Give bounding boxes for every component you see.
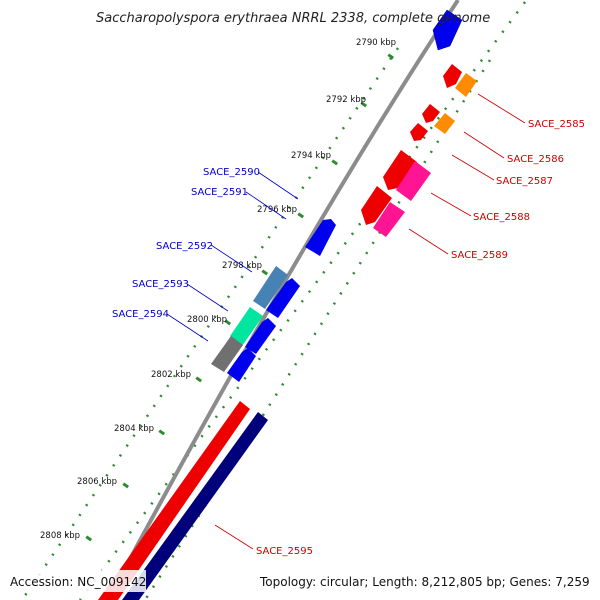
kbp-label-2806: 2806 kbp [77, 477, 117, 487]
leader-sace-2589 [408, 228, 449, 255]
leader-sace-2588 [430, 192, 472, 217]
footer-summary-bg [256, 570, 596, 592]
gene-sace-2585[interactable] [455, 73, 477, 97]
gene-sace-2593[interactable] [230, 307, 263, 346]
leader-sace-2592 [210, 244, 253, 273]
gene-sace-2587-pink[interactable] [396, 161, 431, 201]
tick-2800 [224, 319, 232, 326]
gene-sace-2586-left[interactable] [422, 104, 440, 123]
outer-tick-track [78, 1, 527, 600]
gene-sace-2589[interactable] [373, 202, 405, 237]
kbp-label-2796: 2796 kbp [257, 205, 297, 215]
kbp-label-2798: 2798 kbp [222, 261, 262, 271]
kbp-label-2800: 2800 kbp [187, 315, 227, 325]
tick-2806 [122, 482, 130, 489]
forward-genes-upper [361, 64, 477, 237]
tick-2804 [158, 429, 166, 436]
gene-sace-2592[interactable] [253, 266, 288, 309]
gene-sace-2585-left[interactable] [443, 64, 462, 88]
tick-2794 [331, 159, 339, 166]
label-sace-2593[interactable]: SACE_2593 [132, 279, 189, 290]
label-sace-2592[interactable]: SACE_2592 [156, 241, 213, 252]
ruler-ticks [85, 53, 395, 542]
gene-sace-2594-inner[interactable] [227, 348, 256, 382]
label-sace-2587[interactable]: SACE_2587 [496, 176, 553, 187]
genome-backbone [106, 0, 460, 600]
label-sace-2589[interactable]: SACE_2589 [451, 250, 508, 261]
gene-sace-2592-inner[interactable] [266, 278, 300, 318]
gene-sace-2587[interactable] [383, 150, 417, 190]
leader-sace-2586 [463, 131, 505, 159]
leader-sace-2585 [477, 93, 526, 124]
label-sace-2588[interactable]: SACE_2588 [473, 212, 530, 223]
label-sace-2595[interactable]: SACE_2595 [256, 546, 313, 557]
gene-sace-2590[interactable] [305, 219, 336, 256]
reverse-label-group: SACE_2590 SACE_2591 SACE_2592 SACE_2593 … [112, 167, 299, 342]
accession-label: Accession: NC_009142 [10, 575, 146, 589]
footer-accession-bg [6, 570, 146, 592]
kbp-label-2802: 2802 kbp [151, 370, 191, 380]
tick-2798 [261, 269, 269, 276]
gene-sace-2588[interactable] [361, 186, 392, 225]
leader-sace-2590 [257, 171, 299, 200]
gene-sace-2587-left[interactable] [410, 123, 428, 141]
forward-label-group: SACE_2585 SACE_2586 SACE_2587 SACE_2588 … [214, 93, 585, 557]
tick-2796 [297, 212, 305, 219]
gene-sace-2586[interactable] [434, 113, 455, 134]
ruler-labels: 2790 kbp 2792 kbp 2794 kbp 2796 kbp 2798… [40, 38, 396, 541]
gene-top-reverse[interactable] [432, 9, 463, 51]
tick-2790 [387, 53, 395, 60]
label-sace-2585[interactable]: SACE_2585 [528, 119, 585, 130]
map-title: Saccharopolyspora erythraea NRRL 2338, c… [96, 11, 490, 26]
leader-sace-2595 [214, 524, 254, 550]
tick-tracks [20, 1, 527, 600]
leader-sace-2594 [166, 313, 209, 342]
leader-sace-2587 [451, 154, 495, 181]
gene-sace-2595[interactable] [98, 401, 250, 600]
gene-sace-2593-inner[interactable] [245, 318, 276, 354]
leader-sace-2593 [186, 283, 229, 312]
kbp-label-2790: 2790 kbp [356, 38, 396, 48]
gene-sace-2595-reverse[interactable] [122, 412, 268, 600]
leader-sace-2591 [245, 191, 287, 220]
tick-2808 [85, 535, 93, 542]
kbp-label-2794: 2794 kbp [291, 151, 331, 161]
label-sace-2590[interactable]: SACE_2590 [203, 167, 260, 178]
tick-2792 [360, 101, 368, 108]
kbp-label-2804: 2804 kbp [114, 424, 154, 434]
kbp-label-2808: 2808 kbp [40, 531, 80, 541]
label-sace-2586[interactable]: SACE_2586 [507, 154, 564, 165]
gene-sace-2594[interactable] [211, 336, 243, 372]
tick-2802 [195, 376, 203, 383]
reverse-genes [211, 219, 336, 382]
label-sace-2591[interactable]: SACE_2591 [191, 187, 248, 198]
label-sace-2594[interactable]: SACE_2594 [112, 309, 169, 320]
genome-summary: Topology: circular; Length: 8,212,805 bp… [259, 575, 590, 589]
kbp-label-2792: 2792 kbp [326, 95, 366, 105]
